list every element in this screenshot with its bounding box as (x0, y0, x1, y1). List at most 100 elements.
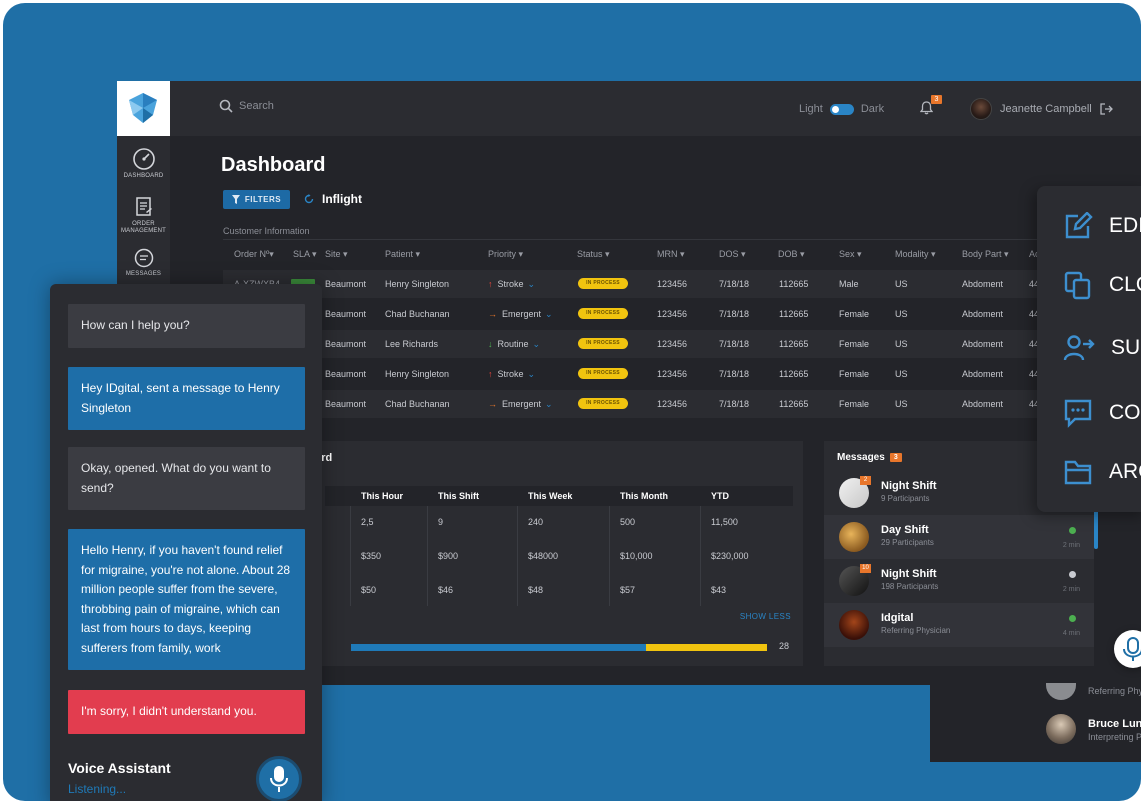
microphone-icon (1123, 637, 1141, 661)
chevron-down-icon: ⌄ (545, 399, 553, 409)
menu-item-label: ARC (1109, 460, 1141, 483)
thread-participants: 29 Participants (881, 538, 934, 547)
status-badge: IN PROCESS (578, 308, 628, 319)
inflight-tab[interactable]: Inflight (304, 192, 362, 206)
section-label: Customer Information (223, 226, 310, 236)
dos-cell: 7/18/18 (719, 339, 750, 349)
column-header[interactable]: SLA ▾ (293, 249, 317, 259)
app-logo[interactable] (117, 81, 170, 136)
column-header[interactable]: Modality ▾ (895, 249, 936, 259)
priority-cell[interactable]: ↓ Routine ⌄ (488, 339, 540, 350)
table-row[interactable]: Beaumont Lee Richards 123456 7/18/18 112665 F… (223, 330, 1141, 358)
column-header[interactable]: DOS ▾ (719, 249, 746, 259)
dob-cell: 112665 (779, 279, 809, 289)
column-header[interactable]: Status ▾ (577, 249, 610, 259)
stats-column-header: This Hour (361, 491, 403, 501)
chat-bubble: Okay, opened. What do you want to send? (68, 447, 305, 510)
table-row[interactable]: A-XZWXB4BeaumontHenry Singleton1234567/1… (223, 270, 1141, 298)
dos-cell: 7/18/18 (719, 399, 750, 409)
priority-arrow-icon: ↓ (488, 339, 493, 349)
column-header[interactable]: Body Part ▾ (962, 249, 1009, 259)
column-header[interactable]: Ac (1029, 249, 1040, 259)
column-header-label: Sex (839, 249, 855, 259)
status-badge: IN PROCESS (578, 398, 628, 409)
menu-item-comment[interactable]: CO (1063, 398, 1141, 428)
list-item[interactable]: Bruce Luna Interpreting Ph (930, 710, 1141, 748)
user-name: Jeanette Campbell (1000, 103, 1092, 115)
message-thread[interactable]: 10 Night Shift 198 Participants 2 min (824, 559, 1094, 603)
column-header[interactable]: DOB ▾ (778, 249, 805, 259)
floating-mic-button[interactable] (1114, 630, 1141, 668)
list-item-sub: Referring Phy (1088, 686, 1141, 696)
patient-cell: Chad Buchanan (385, 309, 450, 319)
sla-badge (291, 279, 315, 288)
user-menu[interactable]: Jeanette Campbell (970, 98, 1113, 120)
refresh-icon (304, 194, 314, 204)
notifications-button[interactable]: 3 (919, 95, 942, 120)
priority-arrow-icon: → (488, 399, 497, 409)
avatar (839, 610, 869, 640)
messages-count-badge: 3 (889, 453, 902, 462)
theme-light-label: Light (799, 103, 823, 115)
divider (700, 506, 701, 606)
chat-bubble: I'm sorry, I didn't understand you. (68, 690, 305, 734)
search-input[interactable]: Search (219, 99, 274, 113)
priority-cell[interactable]: ↑ Stroke ⌄ (488, 369, 535, 380)
column-header-label: Priority (488, 249, 517, 259)
message-thread[interactable]: Idgital Referring Physician 4 min (824, 603, 1094, 647)
messages-scrollbar[interactable] (1094, 509, 1098, 549)
logout-icon[interactable] (1100, 103, 1113, 115)
table-row[interactable]: Beaumont Chad Buchanan 123456 7/18/18 112665… (223, 300, 1141, 328)
background-list-panel: Referring Phy Bruce Luna Interpreting Ph (930, 683, 1141, 762)
chat-bubble: Hey IDgital, sent a message to Henry Sin… (68, 367, 305, 430)
ac-cell: 44 (1029, 399, 1040, 409)
ac-cell: 44 (1029, 369, 1040, 379)
column-header[interactable]: Sex ▾ (839, 249, 862, 259)
sidebar-item-order-management[interactable]: ORDER MANAGEMENT (117, 196, 170, 235)
sidebar-item-label: DASHBOARD (123, 173, 164, 179)
online-status-dot (1069, 615, 1076, 622)
column-header[interactable]: Order Nº▾ (234, 249, 274, 259)
stats-cell: $50 (361, 585, 377, 595)
column-header-label: DOB (778, 249, 798, 259)
column-header[interactable]: Priority ▾ (488, 249, 524, 259)
sidebar-item-dashboard[interactable]: DASHBOARD (117, 146, 170, 180)
column-header[interactable]: Site ▾ (325, 249, 348, 259)
stats-cell: 2,5 (361, 517, 374, 527)
show-less-link[interactable]: SHOW LESS (739, 612, 791, 621)
message-thread[interactable]: 2 Night Shift 9 Participants (824, 471, 1094, 515)
column-header[interactable]: MRN ▾ (657, 249, 685, 259)
voice-mic-button[interactable] (256, 756, 302, 801)
message-thread[interactable]: Day Shift 29 Participants 2 min (824, 515, 1094, 559)
priority-cell[interactable]: → Emergent ⌄ (488, 309, 553, 320)
progress-bar (351, 644, 767, 651)
filters-button[interactable]: FILTERS (223, 190, 290, 209)
theme-switch[interactable]: Light Dark (799, 103, 884, 115)
dos-cell: 7/18/18 (719, 279, 750, 289)
stats-cell: $350 (361, 551, 382, 561)
theme-toggle[interactable] (829, 103, 854, 115)
column-header-label: Order Nº (234, 249, 270, 259)
list-item[interactable]: Referring Phy (930, 683, 1141, 721)
stats-cell: $230,000 (711, 551, 749, 561)
column-header[interactable]: Patient ▾ (385, 249, 421, 259)
table-row[interactable]: Beaumont Henry Singleton 123456 7/18/18 1126… (223, 360, 1141, 388)
ac-cell: 44 (1029, 339, 1040, 349)
table-row[interactable]: Beaumont Chad Buchanan 123456 7/18/18 112665… (223, 390, 1141, 418)
menu-item-clone[interactable]: CLO (1063, 270, 1141, 300)
dashboard-panel: hboard This Hour This Shift This Week Th… (295, 441, 803, 666)
menu-item-support[interactable]: SUP (1063, 334, 1141, 362)
priority-cell[interactable]: → Emergent ⌄ (488, 399, 553, 410)
body-cell: Abdoment (962, 369, 1004, 379)
stats-cell: $10,000 (620, 551, 653, 561)
menu-item-archive[interactable]: ARC (1063, 458, 1141, 486)
sidebar-item-messages[interactable]: MESSAGES (117, 248, 170, 278)
priority-cell[interactable]: ↑ Stroke ⌄ (488, 279, 535, 290)
clipboard-icon (135, 197, 152, 216)
avatar (1046, 714, 1076, 744)
chevron-down-icon: ⌄ (527, 279, 536, 289)
menu-item-label: SUP (1111, 336, 1141, 359)
divider (609, 506, 610, 606)
menu-item-edit[interactable]: EDI (1063, 212, 1141, 240)
chevron-down-icon: ⌄ (527, 369, 536, 379)
